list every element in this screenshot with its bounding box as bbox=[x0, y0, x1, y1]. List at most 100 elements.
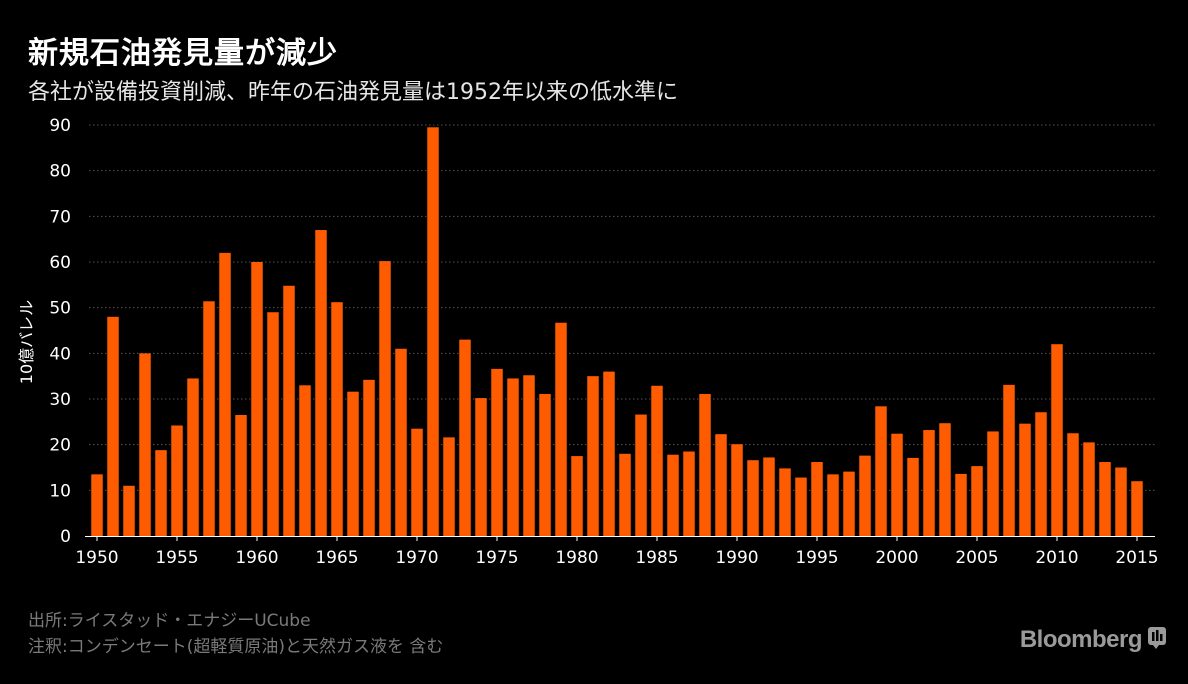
bar-1952 bbox=[123, 485, 135, 536]
y-tick-label: 90 bbox=[49, 116, 71, 136]
bar-1977 bbox=[523, 375, 535, 536]
bar-1961 bbox=[267, 312, 279, 536]
source-note: 出所:ライスタッド・エナジーUCube bbox=[28, 611, 311, 631]
bar-1969 bbox=[395, 348, 407, 536]
bar-2011 bbox=[1067, 433, 1079, 536]
bar-1958 bbox=[219, 252, 231, 536]
bar-1956 bbox=[187, 378, 199, 536]
x-tick-label: 1995 bbox=[795, 548, 838, 568]
bar-1972 bbox=[443, 437, 455, 536]
y-tick-label: 30 bbox=[49, 390, 71, 410]
bar-1999 bbox=[875, 406, 887, 536]
footnote: 注釈:コンデンセート(超軽質原油)と天然ガス液を 含む bbox=[28, 637, 444, 657]
bar-1966 bbox=[347, 391, 359, 536]
bar-1984 bbox=[635, 414, 647, 536]
bar-1998 bbox=[859, 455, 871, 536]
bar-2004 bbox=[955, 473, 967, 536]
bar-1957 bbox=[203, 301, 215, 536]
bar-1980 bbox=[571, 456, 583, 536]
bar-1985 bbox=[651, 385, 663, 536]
bar-2015 bbox=[1131, 481, 1143, 536]
chart-title: 新規石油発見量が減少 bbox=[28, 36, 338, 71]
x-tick-label: 1950 bbox=[75, 548, 118, 568]
y-tick-label: 0 bbox=[60, 527, 71, 547]
bar-1992 bbox=[763, 457, 775, 536]
bar-1986 bbox=[667, 454, 679, 536]
bar-2002 bbox=[923, 430, 935, 536]
bar-1951 bbox=[107, 316, 119, 536]
y-tick-label: 40 bbox=[49, 344, 71, 364]
x-tick-label: 1960 bbox=[235, 548, 278, 568]
brand-logo: Bloomberg bbox=[1020, 626, 1166, 654]
axes: 0 10 20 30 40 50 60 70 80 90 1950 1955 1960 1965 1970 1… bbox=[17, 116, 1159, 568]
brand-name: Bloomberg bbox=[1019, 626, 1143, 653]
bar-1994 bbox=[795, 477, 807, 536]
x-tick-label: 1990 bbox=[715, 548, 758, 568]
bar-2013 bbox=[1099, 462, 1111, 536]
bar-2014 bbox=[1115, 467, 1127, 536]
bar-1962 bbox=[283, 285, 295, 536]
bar-1953 bbox=[139, 353, 151, 536]
bar-2003 bbox=[939, 423, 951, 536]
bar-1976 bbox=[507, 378, 519, 536]
bar-1997 bbox=[843, 471, 855, 536]
bar-1978 bbox=[539, 393, 551, 536]
bar-chart: 0 10 20 30 40 50 60 70 80 90 1950 1955 1960 1965 1970 1… bbox=[17, 116, 1159, 568]
x-tick-label: 2010 bbox=[1035, 548, 1078, 568]
bar-1991 bbox=[747, 460, 759, 536]
bar-2010 bbox=[1051, 344, 1063, 536]
bar-2009 bbox=[1035, 412, 1047, 536]
y-tick-label: 20 bbox=[49, 436, 71, 456]
bar-1959 bbox=[235, 414, 247, 536]
bar-1973 bbox=[459, 339, 471, 536]
bar-1967 bbox=[363, 379, 375, 536]
x-tick-label: 2015 bbox=[1115, 548, 1158, 568]
y-tick-label: 10 bbox=[49, 481, 71, 501]
chart-subtitle: 各社が設備投資削減、昨年の石油発見量は1952年以来の低水準に bbox=[28, 80, 678, 105]
bar-1954 bbox=[155, 450, 167, 536]
bar-1996 bbox=[827, 474, 839, 536]
bar-2012 bbox=[1083, 442, 1095, 536]
bar-1983 bbox=[619, 453, 631, 536]
bar-1964 bbox=[315, 230, 327, 537]
bar-1993 bbox=[779, 468, 791, 536]
bar-1990 bbox=[731, 444, 743, 536]
bar-2000 bbox=[891, 433, 903, 536]
bar-2006 bbox=[987, 431, 999, 536]
x-tick-label: 1955 bbox=[155, 548, 198, 568]
bar-2005 bbox=[971, 466, 983, 536]
bars bbox=[91, 127, 1143, 537]
x-tick-label: 2005 bbox=[955, 548, 998, 568]
bar-1987 bbox=[683, 451, 695, 536]
bar-1974 bbox=[475, 398, 487, 536]
bar-1979 bbox=[555, 322, 567, 536]
bar-1982 bbox=[603, 371, 615, 536]
x-tick-label: 1970 bbox=[395, 548, 438, 568]
x-tick-label: 2000 bbox=[875, 548, 918, 568]
bar-1988 bbox=[699, 393, 711, 536]
bar-1963 bbox=[299, 385, 311, 536]
y-tick-label: 50 bbox=[49, 299, 71, 319]
x-tick-label: 1975 bbox=[475, 548, 518, 568]
bar-2007 bbox=[1003, 384, 1015, 536]
bar-1950 bbox=[91, 474, 103, 536]
bar-1970 bbox=[411, 428, 423, 536]
bar-1975 bbox=[491, 368, 503, 536]
bar-2008 bbox=[1019, 423, 1031, 536]
x-tick-label: 1965 bbox=[315, 548, 358, 568]
bar-1981 bbox=[587, 376, 599, 536]
x-tick-label: 1985 bbox=[635, 548, 678, 568]
y-axis-label: 10億バレル bbox=[17, 300, 36, 384]
bar-1971 bbox=[427, 127, 439, 537]
bar-1989 bbox=[715, 434, 727, 536]
x-tick-label: 1980 bbox=[555, 548, 598, 568]
bloomberg-terminal-icon bbox=[1148, 627, 1166, 653]
bar-1960 bbox=[251, 262, 263, 536]
y-tick-label: 60 bbox=[49, 253, 71, 273]
bar-1955 bbox=[171, 425, 183, 536]
bar-2001 bbox=[907, 457, 919, 536]
bar-1995 bbox=[811, 462, 823, 536]
bar-1968 bbox=[379, 261, 391, 536]
bar-1965 bbox=[331, 302, 343, 536]
y-tick-label: 80 bbox=[49, 162, 71, 182]
